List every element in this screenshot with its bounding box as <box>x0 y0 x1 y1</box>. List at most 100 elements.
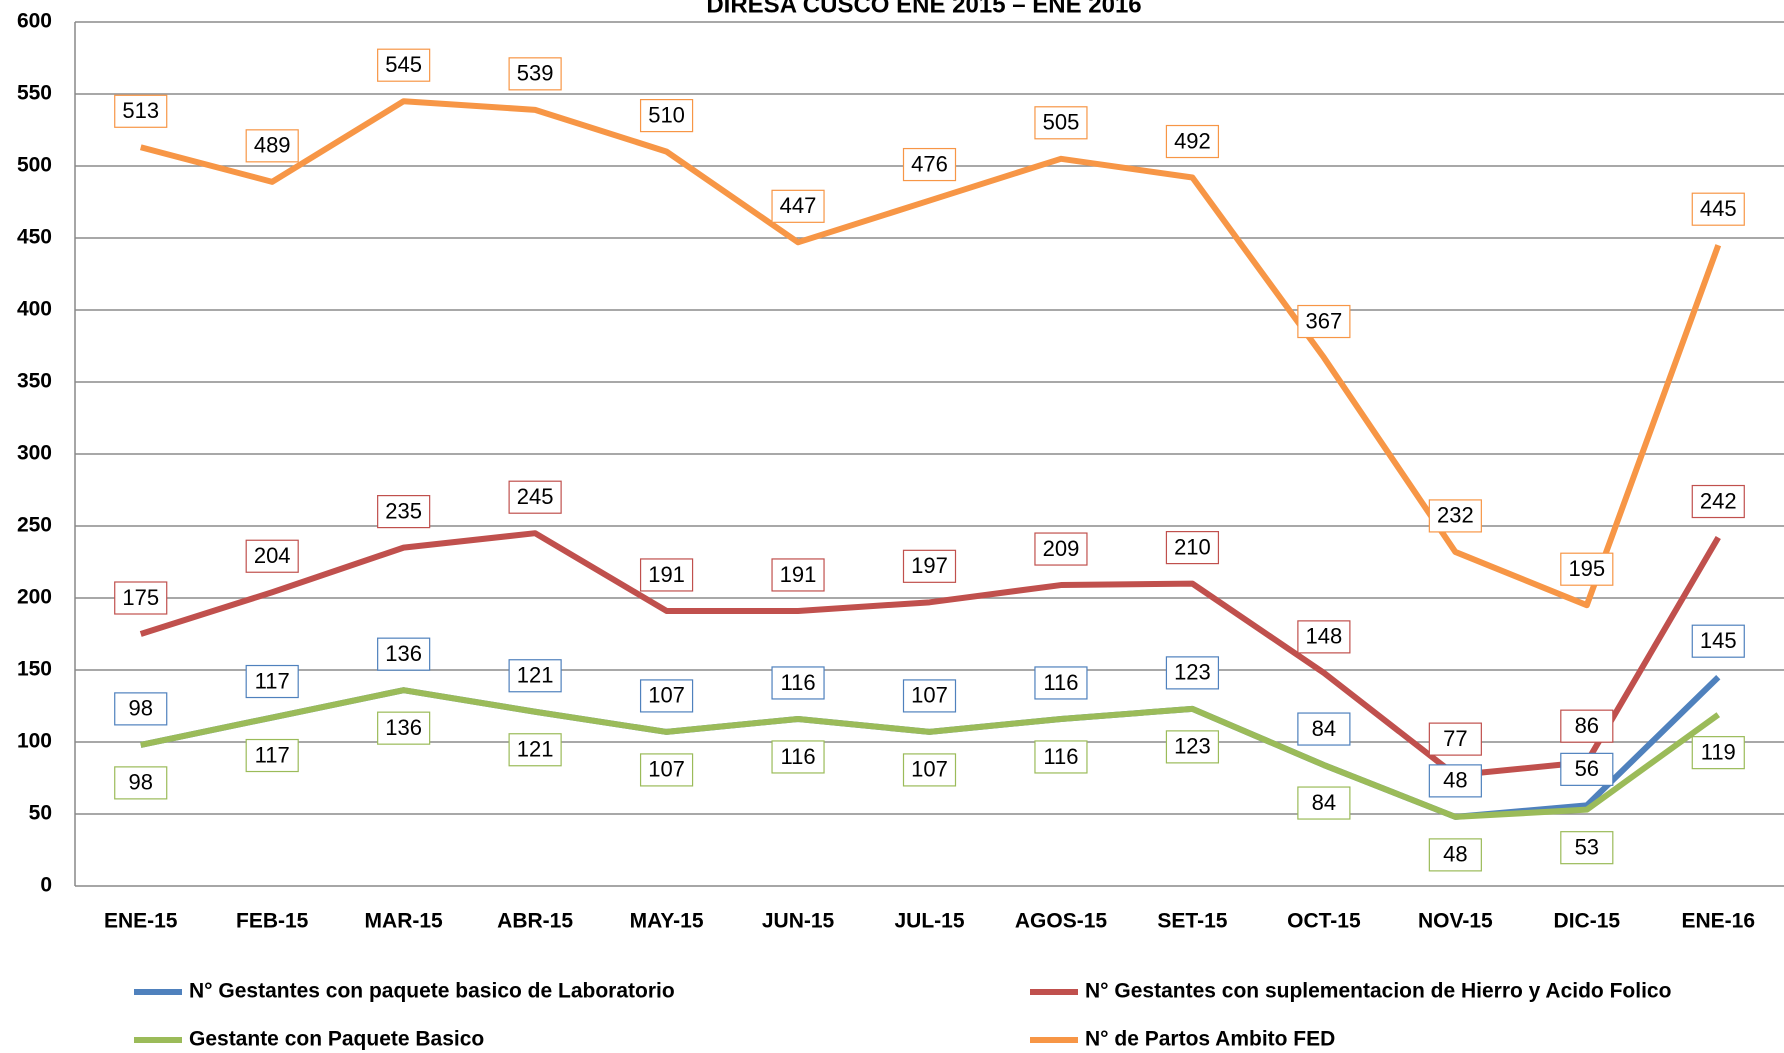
data-label-box <box>114 581 168 615</box>
data-label-box <box>114 94 168 128</box>
data-label-box <box>1297 304 1351 339</box>
legend-label: N° Gestantes con suplementacion de Hierr… <box>1085 980 1671 1003</box>
data-label: 492 <box>1174 128 1211 153</box>
data-label-box <box>1165 730 1220 764</box>
data-label-box <box>508 733 562 767</box>
y-tick-label: 550 <box>17 82 52 105</box>
data-label: 86 <box>1575 713 1599 738</box>
data-label: 123 <box>1174 660 1211 685</box>
x-tick-label: MAR-15 <box>365 910 443 933</box>
data-label-box <box>902 549 957 583</box>
x-tick-label: NOV-15 <box>1418 910 1493 933</box>
y-tick-label: 0 <box>40 874 52 897</box>
data-label: 84 <box>1312 716 1336 741</box>
data-label-box <box>1691 484 1745 519</box>
data-label-box <box>771 558 825 592</box>
data-label-box <box>639 679 694 713</box>
y-tick-label: 400 <box>17 298 52 321</box>
data-label-box <box>1560 752 1614 786</box>
data-label: 107 <box>911 683 948 708</box>
data-label: 210 <box>1174 534 1211 559</box>
data-label-box <box>1034 532 1088 566</box>
x-tick-label: ABR-15 <box>497 910 573 933</box>
data-label-box <box>377 495 431 529</box>
data-label: 510 <box>648 102 685 127</box>
data-label-box <box>771 740 825 774</box>
y-tick-label: 450 <box>17 226 52 249</box>
x-tick-label: JUL-15 <box>894 910 964 933</box>
y-tick-label: 350 <box>17 370 52 393</box>
data-label: 107 <box>648 757 685 782</box>
data-label: 107 <box>648 683 685 708</box>
legend-label: Gestante con Paquete Basico <box>189 1028 484 1051</box>
data-label: 119 <box>1701 739 1736 764</box>
data-label: 116 <box>780 744 815 769</box>
data-label-box <box>114 692 168 726</box>
data-label: 98 <box>128 770 152 795</box>
x-tick-label: FEB-15 <box>236 910 309 933</box>
data-label-box <box>639 558 694 592</box>
data-label-box <box>902 679 957 713</box>
x-tick-label: ENE-16 <box>1682 910 1756 933</box>
data-label: 107 <box>911 757 948 782</box>
x-tick-label: JUN-15 <box>762 910 835 933</box>
chart-title: DIRESA CUSCO ENE 2015 – ENE 2016 <box>706 0 1141 18</box>
data-label: 505 <box>1043 110 1080 135</box>
data-label-box <box>1428 722 1482 756</box>
data-label-box <box>508 480 562 514</box>
data-label-box <box>508 57 562 91</box>
data-label-box <box>245 539 299 573</box>
data-label: 116 <box>1043 670 1078 695</box>
data-label-box <box>639 98 694 133</box>
y-tick-label: 150 <box>17 658 52 681</box>
data-label-box <box>245 738 299 773</box>
data-label-box <box>114 766 168 800</box>
data-label: 116 <box>780 670 815 695</box>
legend-label: N° Gestantes con paquete basico de Labor… <box>189 980 675 1003</box>
y-tick-label: 300 <box>17 442 52 465</box>
data-label-box <box>1297 786 1351 820</box>
data-label: 489 <box>254 133 291 158</box>
data-label: 145 <box>1700 628 1737 653</box>
data-label: 98 <box>128 696 152 721</box>
data-label: 123 <box>1174 734 1211 759</box>
data-label-box <box>771 189 825 223</box>
series-line <box>139 98 1722 609</box>
series-line <box>140 687 1721 820</box>
x-tick-label: AGOS-15 <box>1015 910 1108 933</box>
data-label-box <box>902 147 957 182</box>
data-label-box <box>1428 838 1482 872</box>
data-label-box <box>1297 620 1351 654</box>
data-label-box <box>1691 736 1745 770</box>
data-label-box <box>771 666 825 700</box>
data-label: 232 <box>1437 503 1474 528</box>
data-label-box <box>1691 192 1745 226</box>
y-tick-label: 250 <box>17 514 52 537</box>
data-label-box <box>508 659 562 693</box>
data-label: 56 <box>1575 756 1599 781</box>
x-tick-label: MAY-15 <box>630 910 704 933</box>
x-tick-label: DIC-15 <box>1554 910 1621 933</box>
data-label: 84 <box>1312 790 1336 815</box>
data-label-box <box>1034 106 1088 140</box>
data-label-box <box>245 129 299 163</box>
y-tick-label: 50 <box>29 802 52 825</box>
data-label: 148 <box>1306 624 1343 649</box>
data-label: 245 <box>517 484 554 509</box>
data-label: 447 <box>780 193 817 218</box>
data-label-box <box>1428 764 1482 798</box>
data-label: 445 <box>1700 196 1737 221</box>
data-label-box <box>1165 124 1220 159</box>
data-label-box <box>902 753 957 787</box>
data-label: 136 <box>385 641 422 666</box>
data-label: 242 <box>1700 488 1737 513</box>
data-label-box <box>1297 712 1351 746</box>
data-label-box <box>1165 530 1220 565</box>
x-tick-label: OCT-15 <box>1287 910 1361 933</box>
data-label: 191 <box>648 562 685 587</box>
data-label-box <box>1560 831 1614 865</box>
data-label-box <box>1034 740 1088 774</box>
data-label: 539 <box>517 61 554 86</box>
y-tick-label: 200 <box>17 586 52 609</box>
